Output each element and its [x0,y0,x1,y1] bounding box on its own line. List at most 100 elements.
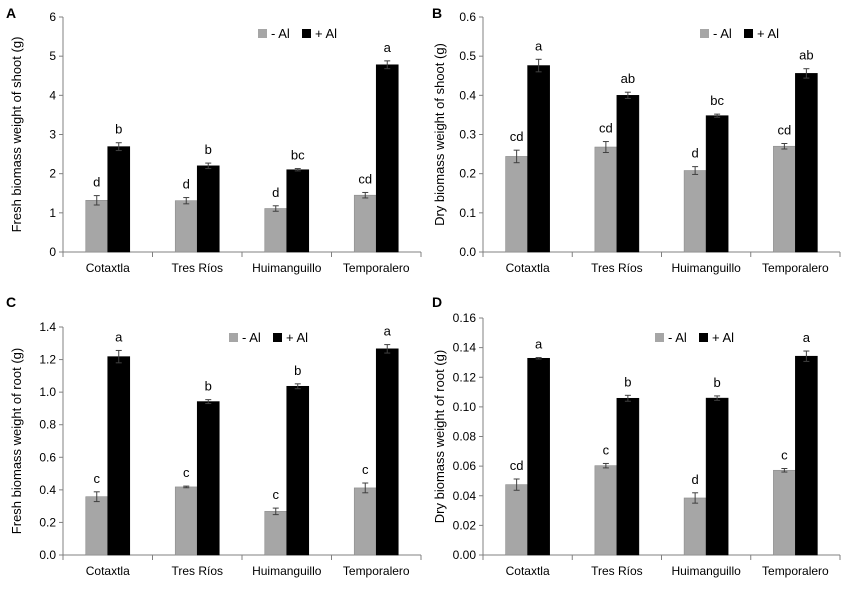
y-tick-label: 2 [49,167,56,181]
legend-label-plus-al: + Al [757,26,779,41]
significance-letter: b [624,374,631,389]
significance-letter: c [94,471,101,486]
x-tick-label: Temporalero [762,261,829,275]
y-tick-label: 5 [49,49,56,63]
significance-letter: b [714,375,721,390]
x-tick-label: Cotaxtla [86,564,130,578]
y-tick-label: 0.0 [459,245,476,259]
bar-plus-al [196,165,220,253]
y-tick-label: 0.06 [453,459,477,473]
y-tick-label: 0.02 [453,518,477,532]
bar-plus-al [196,401,220,556]
significance-letter: c [362,462,369,477]
significance-letter: cd [358,171,372,186]
significance-letter: bc [291,148,305,163]
bar-minus-al [505,156,528,253]
significance-letter: bc [710,93,724,108]
bar-minus-al [505,484,528,556]
panel-c: C 0.0 0.2 0.4 0.6 0.8 1.0 1.2 1.4 Fresh biomass w… [6,294,422,578]
bar-minus-al [174,486,198,556]
legend-swatch-plus-al [744,29,753,38]
significance-letter: a [384,40,392,55]
y-tick-label: 0.16 [453,311,477,325]
y-tick-label: 0 [49,245,56,259]
y-tick-label: 0.4 [39,483,56,497]
y-tick-label: 0.6 [459,10,476,24]
legend-label-minus-al: - Al [713,26,732,41]
legend-label-minus-al: - Al [668,330,687,345]
legend: - Al + Al [229,330,308,345]
y-axis-title: Fresh biomass weight of root (g) [9,348,24,534]
y-tick-label: 0.12 [453,370,477,384]
x-tick-label: Temporalero [762,564,829,578]
y-tick-label: 0.04 [453,489,477,503]
panel-a: A 0 1 2 3 4 5 6 Fresh biomass weight of shoot (g… [6,5,422,275]
significance-letter: c [603,442,610,457]
panel-label: A [6,5,16,21]
y-tick-label: 0.0 [39,548,56,562]
y-tick-label: 0.6 [39,450,56,464]
x-tick-label: Tres Ríos [171,261,223,275]
significance-letter: d [692,472,699,487]
legend-label-plus-al: + Al [712,330,734,345]
significance-letter: b [294,363,301,378]
bar-plus-al [795,355,818,556]
significance-letter: c [273,487,280,502]
significance-letter: ab [799,48,813,63]
y-axis-title: Fresh biomass weight of shoot (g) [9,37,24,233]
x-tick-label: Temporalero [343,564,410,578]
significance-letter: a [115,329,123,344]
bar-plus-al [286,385,310,556]
bar-plus-al [616,95,640,253]
bar-plus-al [375,64,399,253]
significance-letter: ab [621,71,635,86]
significance-letter: d [272,185,279,200]
y-tick-label: 0.8 [39,418,56,432]
y-axis-title: Dry biomass weight of root (g) [432,350,447,523]
bar-minus-al [353,487,377,556]
y-tick-label: 0.5 [459,49,476,63]
bar-minus-al [353,194,377,253]
significance-letter: b [115,122,122,137]
bar-minus-al [594,465,618,556]
legend: - Al + Al [655,330,734,345]
y-tick-label: 6 [49,10,56,24]
bar-minus-al [773,145,796,253]
y-tick-label: 1.4 [39,320,56,334]
legend-swatch-minus-al [258,29,267,38]
legend-swatch-minus-al [655,333,664,342]
legend-swatch-plus-al [302,29,311,38]
panel-label: C [6,294,16,310]
significance-letter: a [535,337,543,352]
x-tick-label: Tres Ríos [591,564,643,578]
y-axis-title: Dry biomass weight of shoot (g) [432,43,447,226]
panel-label: B [432,5,442,21]
y-tick-label: 1.2 [39,353,56,367]
bar-plus-al [705,397,729,556]
significance-letter: cd [510,129,524,144]
significance-letter: c [183,465,190,480]
x-tick-label: Huimanguillo [671,261,741,275]
y-tick-label: 0.2 [459,167,476,181]
significance-letter: d [183,177,190,192]
significance-letter: cd [510,458,524,473]
bar-minus-al [85,496,109,556]
x-tick-label: Tres Ríos [591,261,643,275]
legend: - Al + Al [700,26,779,41]
significance-letter: b [205,142,212,157]
significance-letter: c [781,447,788,462]
y-tick-label: 3 [49,128,56,142]
significance-letter: a [803,330,811,345]
bar-plus-al [286,169,310,253]
y-tick-label: 0.10 [453,400,477,414]
bar-plus-al [107,356,131,556]
significance-letter: d [93,175,100,190]
x-tick-label: Tres Ríos [171,564,223,578]
panel-d: D 0.00 0.02 0.04 0.06 0.08 0.10 0.12 0.14 0.16 Dry… [432,294,841,578]
significance-letter: a [384,324,392,339]
y-tick-label: 0.3 [459,128,476,142]
bar-plus-al [375,348,399,556]
bar-minus-al [773,469,796,556]
y-tick-label: 1.0 [39,385,56,399]
